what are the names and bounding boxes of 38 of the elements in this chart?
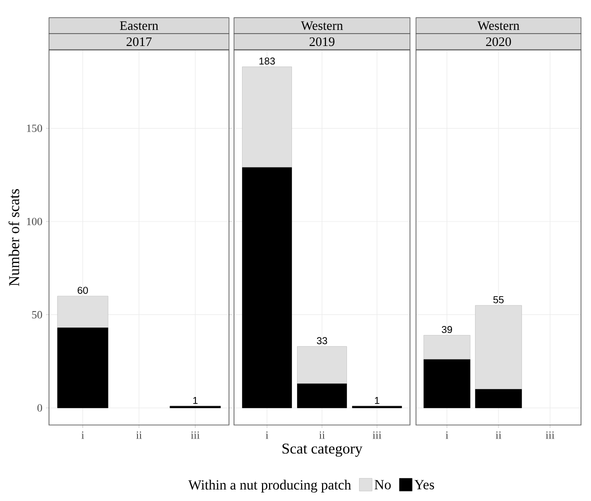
- chart-subtitle: 2020: [486, 37, 511, 46]
- y-tick-label: 50: [32, 311, 42, 318]
- total-label: 183: [259, 58, 275, 65]
- chart-title: Western: [477, 21, 520, 30]
- y-axis-title: Number of scats: [8, 189, 20, 286]
- total-label: 39: [442, 326, 452, 334]
- x-tick-label: iii: [190, 432, 200, 439]
- legend-title: Within a nut producing patch: [188, 480, 352, 492]
- bar: [475, 389, 522, 408]
- x-tick-label: ii: [319, 432, 325, 439]
- total-label: 1: [374, 397, 380, 404]
- y-tick-label: 0: [37, 404, 42, 412]
- bar: [424, 359, 470, 408]
- x-tick-label: ii: [496, 432, 502, 439]
- chart-subtitle: 2019: [310, 37, 334, 46]
- bar: [475, 305, 522, 390]
- bar: [297, 384, 347, 408]
- legend-label: No: [374, 480, 391, 490]
- y-tick-label: 150: [27, 124, 42, 132]
- total-label: 33: [316, 337, 328, 344]
- x-tick-label: i: [446, 432, 448, 439]
- bar: [57, 328, 108, 408]
- total-label: 1: [193, 397, 198, 404]
- total-label: 55: [493, 296, 504, 304]
- bar: [242, 167, 292, 408]
- x-tick-label: iii: [372, 432, 382, 439]
- x-tick-label: iii: [546, 432, 554, 439]
- total-label: 60: [78, 286, 88, 294]
- y-tick-label: 100: [27, 218, 42, 226]
- x-axis-title: Scat category: [282, 444, 362, 457]
- legend-label: Yes: [414, 480, 434, 490]
- x-tick-label: i: [266, 432, 268, 439]
- chart-title: Eastern: [120, 21, 158, 30]
- chart-title: Western: [300, 21, 343, 30]
- chart-subtitle: 2017: [126, 37, 152, 46]
- x-tick-label: i: [81, 432, 84, 439]
- bar: [297, 346, 347, 384]
- x-tick-label: ii: [136, 432, 142, 439]
